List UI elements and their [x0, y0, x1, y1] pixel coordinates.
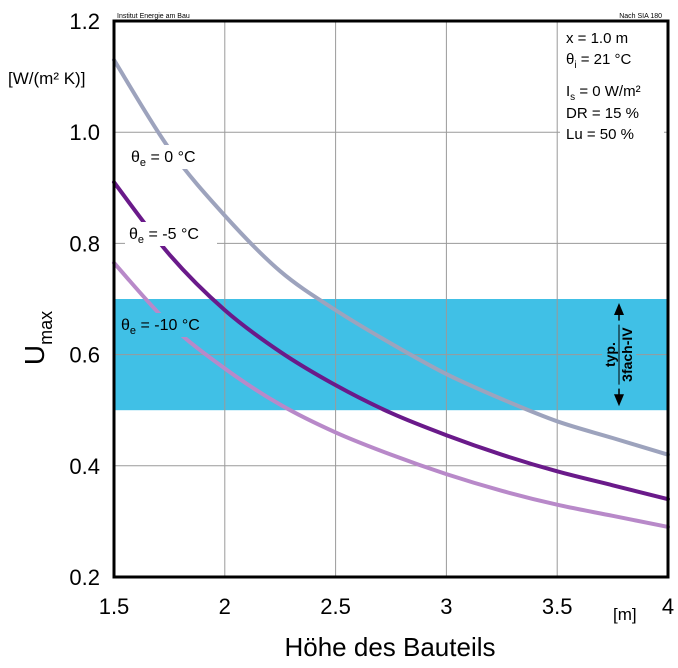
plot-frame	[112, 19, 670, 579]
y-unit: [W/(m² K)]	[8, 69, 85, 88]
x-tick-label: 4	[662, 594, 674, 619]
series-label-bg	[127, 145, 219, 169]
parameters-box: x = 1.0 m θi = 21 °C Is = 0 W/m² DR = 15 % L…	[560, 26, 664, 144]
parameter-line: θi = 21 °C	[566, 51, 632, 71]
series-label-bg	[125, 222, 217, 246]
x-tick-label: 3.5	[542, 594, 573, 619]
series-line-0	[112, 57, 670, 457]
band-label-line1: typ.	[602, 342, 618, 367]
parameter-line: Lu = 50 %	[566, 126, 634, 143]
y-tick-labels: 0.2 0.4 0.6 0.8 1.0 1.2	[69, 9, 100, 590]
x-tick-label: 3	[440, 594, 452, 619]
y-tick-label: 0.6	[69, 343, 100, 368]
parameters-bg	[560, 26, 664, 144]
series-layer	[112, 57, 670, 529]
series-label-2: θe = -10 °C	[121, 317, 200, 337]
x-tick-label: 2.5	[320, 594, 351, 619]
x-tick-label: 2	[219, 594, 231, 619]
parameter-line: Is = 0 W/m²	[566, 83, 641, 103]
band-label-line2: 3fach-IV	[619, 327, 635, 382]
series-label-1: θe = -5 °C	[129, 226, 199, 246]
series-line-1	[112, 180, 670, 502]
y-tick-label: 0.2	[69, 565, 100, 590]
y-tick-label: 0.4	[69, 454, 100, 479]
series-label-0: θe = 0 °C	[131, 149, 196, 169]
arrow-up-icon	[614, 303, 624, 315]
y-axis-label-main: U	[19, 345, 50, 365]
series-label-bg	[117, 313, 217, 337]
x-tick-labels: 1.5 2 2.5 3 3.5 4	[99, 594, 674, 619]
series-labels: θe = 0 °C θe = -5 °C θe = -10 °C	[117, 145, 219, 337]
parameter-line: x = 1.0 m	[566, 30, 628, 47]
y-tick-label: 1.2	[69, 9, 100, 34]
y-axis-label: Umax	[19, 311, 56, 365]
y-tick-label: 0.8	[69, 231, 100, 256]
header-right: Nach SIA 180	[619, 13, 662, 20]
y-axis-label-sub: max	[36, 311, 56, 345]
y-tick-label: 1.0	[69, 120, 100, 145]
x-tick-label: 1.5	[99, 594, 130, 619]
x-unit: [m]	[613, 605, 637, 624]
svg-text:Umax: Umax	[19, 311, 56, 365]
parameter-line: DR = 15 %	[566, 105, 639, 122]
band-annotation: typ. 3fach-IV	[602, 303, 636, 407]
x-axis-label: Höhe des Bauteils	[284, 632, 495, 662]
series-line-2	[112, 260, 670, 529]
arrow-down-icon	[614, 394, 624, 407]
header-left: Institut Energie am Bau	[117, 13, 190, 20]
